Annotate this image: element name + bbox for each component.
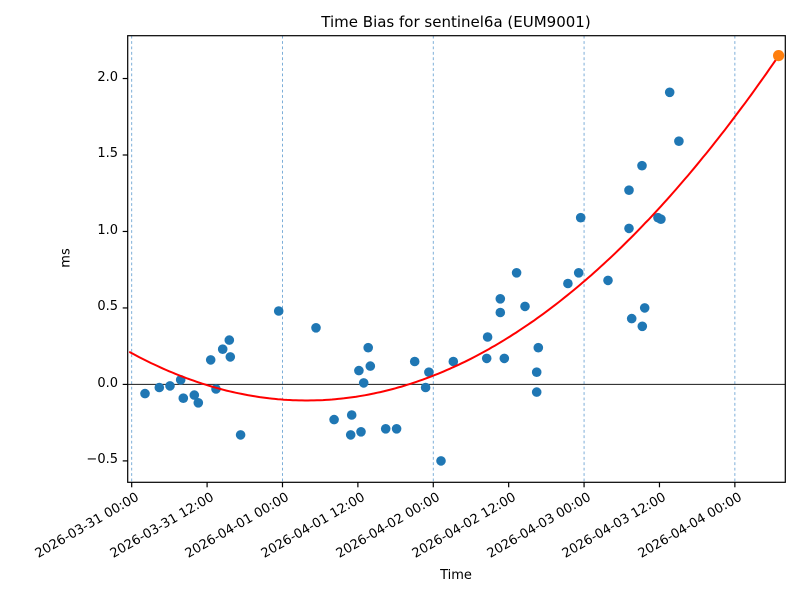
y-tick-label: 1.0: [97, 222, 118, 238]
measured-bias-point: [193, 398, 204, 408]
chart-title: Time Bias for sentinel6a (EUM9001): [321, 13, 591, 31]
measured-bias-point: [436, 456, 446, 466]
measured-bias-point: [637, 160, 647, 171]
y-tick-label: −0.5: [86, 452, 118, 468]
measured-bias-point: [531, 387, 542, 397]
measured-bias-point: [358, 378, 369, 388]
measured-bias-point: [656, 214, 666, 224]
measured-bias-point: [482, 332, 493, 342]
measured-bias-point: [533, 342, 544, 353]
measured-bias-point: [165, 381, 175, 391]
predicted-bias-point: [773, 50, 785, 62]
fit-curve: [129, 54, 780, 402]
measured-bias-point: [531, 367, 542, 378]
y-tick-label: 0.0: [97, 375, 118, 391]
plot-border: [127, 35, 786, 483]
measured-bias-point: [311, 323, 321, 333]
measured-bias-point: [346, 410, 357, 420]
measured-bias-point: [356, 427, 366, 437]
measured-bias-point: [603, 275, 613, 286]
measured-bias-point: [511, 268, 522, 278]
measured-bias-point: [365, 361, 376, 371]
measured-bias-point: [563, 278, 573, 289]
measured-bias-point: [329, 414, 339, 425]
y-tick-label: 0.5: [97, 299, 118, 315]
measured-bias-point: [674, 136, 684, 146]
y-axis-label: ms: [58, 248, 74, 268]
measured-bias-point: [225, 352, 236, 362]
measured-bias-point: [354, 365, 364, 376]
measured-bias-point: [624, 223, 634, 234]
measured-bias-point: [624, 185, 634, 195]
measured-bias-point: [189, 390, 200, 400]
measured-bias-point: [391, 424, 402, 434]
measured-bias-point: [178, 393, 189, 404]
measured-bias-point: [424, 367, 434, 378]
measured-bias-point: [495, 307, 506, 318]
measured-bias-point: [217, 344, 228, 355]
measured-bias-point: [420, 382, 431, 393]
measured-bias-point: [637, 321, 648, 332]
measured-bias-point: [639, 303, 650, 313]
measured-bias-point: [664, 87, 675, 98]
measured-bias-point: [235, 430, 246, 440]
measured-bias-point: [363, 342, 374, 353]
measured-bias-point: [481, 353, 492, 364]
measured-bias-point: [140, 388, 150, 399]
x-axis-label: Time: [440, 568, 472, 583]
measured-bias-point: [409, 356, 420, 367]
measured-bias-point: [205, 355, 216, 365]
measured-bias-point: [380, 424, 391, 434]
measured-bias-point: [273, 306, 284, 316]
measured-bias-point: [626, 313, 637, 324]
y-tick-label: 1.5: [97, 146, 118, 162]
measured-bias-point: [575, 212, 586, 223]
measured-bias-point: [345, 430, 356, 440]
measured-bias-point: [224, 335, 235, 345]
measured-bias-point: [154, 382, 165, 393]
measured-bias-point: [499, 353, 510, 364]
y-tick-label: 2.0: [97, 70, 118, 86]
measured-bias-point: [495, 294, 506, 304]
measured-bias-point: [448, 356, 459, 367]
measured-bias-point: [573, 268, 584, 278]
measured-bias-point: [520, 301, 530, 312]
